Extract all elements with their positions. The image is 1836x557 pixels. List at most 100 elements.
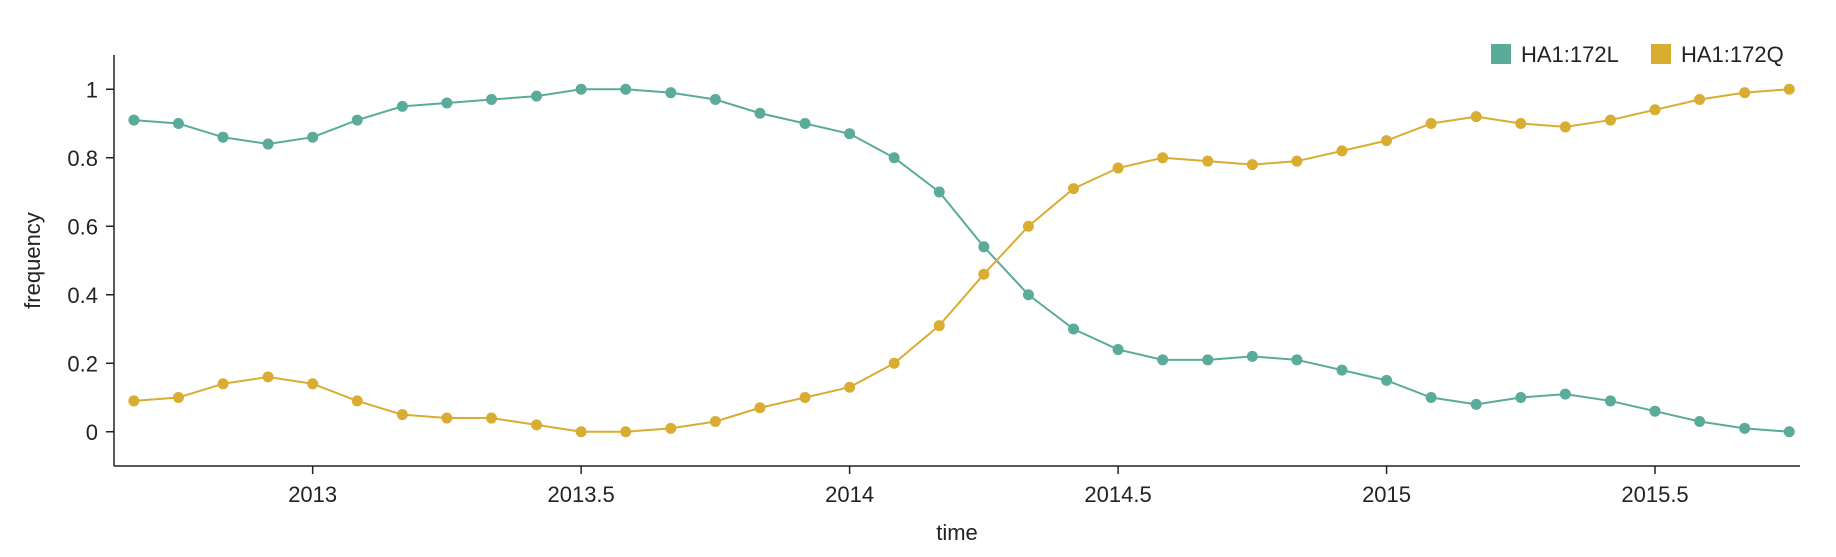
data-point <box>665 422 677 434</box>
data-point <box>933 186 945 198</box>
data-point <box>1604 395 1616 407</box>
data-point <box>1381 374 1393 386</box>
data-point <box>1470 111 1482 123</box>
series-HA1:172L <box>128 83 1795 438</box>
data-point <box>1202 155 1214 167</box>
data-point <box>1783 426 1795 438</box>
legend-item: HA1:172L <box>1491 42 1619 67</box>
y-tick-label: 1 <box>86 77 98 102</box>
x-tick-label: 2013.5 <box>547 482 614 507</box>
x-ticks: 2013 2013.5 2014 2014.5 2015 2015.5 <box>288 466 1689 507</box>
data-point <box>441 412 453 424</box>
data-point <box>1425 118 1437 129</box>
data-point <box>1112 162 1124 174</box>
data-point <box>709 94 721 106</box>
series-line <box>133 88 1790 433</box>
data-point <box>307 131 319 143</box>
data-point <box>1649 104 1661 116</box>
data-point <box>978 268 990 280</box>
data-point <box>1157 354 1169 366</box>
data-point <box>531 90 543 102</box>
data-point <box>1022 220 1034 232</box>
x-tick-label: 2015.5 <box>1621 482 1688 507</box>
data-point <box>1694 415 1706 427</box>
y-tick-label: 0 <box>86 420 98 445</box>
data-point <box>1336 145 1348 157</box>
legend-label: HA1:172Q <box>1681 42 1784 67</box>
data-point <box>1783 83 1795 95</box>
axes: 2013 2013.5 2014 2014.5 2015 2015.5 0 0.2 0.4 0.… <box>20 55 1800 545</box>
data-point <box>1157 152 1169 164</box>
data-point <box>888 357 900 369</box>
data-point <box>1202 354 1214 366</box>
x-tick-label: 2015 <box>1362 482 1411 507</box>
data-point <box>262 138 274 150</box>
x-tick-label: 2014 <box>825 482 874 507</box>
series-layer <box>128 83 1795 438</box>
data-point <box>1604 114 1616 126</box>
data-point <box>1649 405 1661 417</box>
y-tick-label: 0.4 <box>67 283 98 308</box>
data-point <box>1739 87 1751 99</box>
data-point <box>754 107 766 119</box>
data-point <box>575 426 587 438</box>
data-point <box>1022 289 1034 301</box>
legend: HA1:172L HA1:172Q <box>1491 42 1784 67</box>
data-point <box>217 131 229 143</box>
data-point <box>485 94 497 106</box>
data-point <box>844 381 856 393</box>
y-tick-label: 0.6 <box>67 214 98 239</box>
y-ticks: 0 0.2 0.4 0.6 0.8 1 <box>67 77 114 445</box>
data-point <box>485 412 497 424</box>
data-point <box>1112 344 1124 356</box>
data-point <box>1739 422 1751 434</box>
data-point <box>799 118 811 129</box>
legend-swatch <box>1491 44 1511 64</box>
data-point <box>1694 94 1706 106</box>
data-point <box>844 128 856 140</box>
data-point <box>1381 135 1393 147</box>
data-point <box>754 402 766 414</box>
data-point <box>1515 392 1527 403</box>
data-point <box>1291 354 1303 366</box>
data-point <box>172 392 184 403</box>
data-point <box>1336 364 1348 376</box>
x-tick-label: 2013 <box>288 482 337 507</box>
data-point <box>1246 350 1258 362</box>
data-point <box>1291 155 1303 167</box>
data-point <box>620 426 632 438</box>
data-point <box>888 152 900 164</box>
data-point <box>351 114 363 126</box>
y-axis-title: frequency <box>20 212 45 309</box>
y-tick-label: 0.8 <box>67 146 98 171</box>
data-point <box>1470 398 1482 410</box>
data-point <box>217 378 229 390</box>
data-point <box>1515 118 1527 129</box>
data-point <box>262 371 274 383</box>
data-point <box>531 419 543 431</box>
x-axis-title: time <box>936 520 978 545</box>
data-point <box>396 100 408 112</box>
data-point <box>933 320 945 332</box>
data-point <box>351 395 363 407</box>
data-point <box>128 395 140 407</box>
data-point <box>441 97 453 109</box>
data-point <box>1425 392 1437 403</box>
data-point <box>709 415 721 427</box>
data-point <box>665 87 677 99</box>
data-point <box>172 118 184 129</box>
data-point <box>1068 323 1080 335</box>
data-point <box>1246 159 1258 171</box>
data-point <box>575 83 587 95</box>
data-point <box>1559 121 1571 133</box>
y-tick-label: 0.2 <box>67 351 98 376</box>
data-point <box>307 378 319 390</box>
series-line <box>133 88 1790 433</box>
legend-label: HA1:172L <box>1521 42 1619 67</box>
data-point <box>396 409 408 421</box>
data-point <box>978 241 990 253</box>
data-point <box>1068 183 1080 195</box>
data-point <box>799 392 811 403</box>
